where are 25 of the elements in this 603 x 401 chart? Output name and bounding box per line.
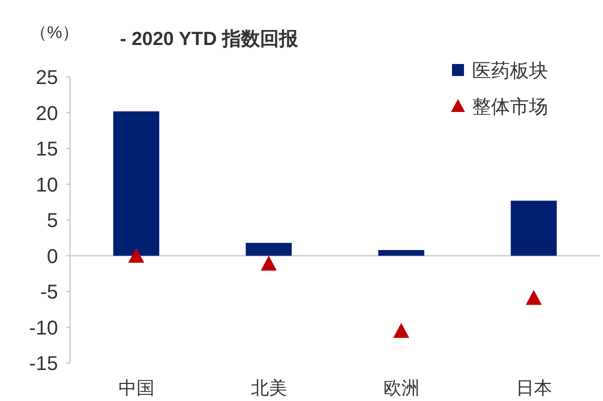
x-tick-label: 北美 (250, 378, 287, 398)
y-axis-title: （%） (30, 23, 80, 42)
legend-label: 整体市场 (472, 96, 548, 118)
y-tick-label: 5 (46, 210, 58, 232)
bar (378, 250, 424, 256)
point (260, 256, 277, 271)
y-tick-label: 10 (36, 174, 58, 196)
y-tick-label: -5 (40, 282, 58, 304)
chart-title: - 2020 YTD 指数回报 (120, 29, 300, 50)
y-tick-label: 0 (46, 246, 58, 268)
x-tick-label: 日本 (516, 378, 552, 398)
y-tick-label: 15 (36, 138, 58, 160)
y-tick-label: -15 (29, 353, 58, 375)
y-tick-label: -10 (29, 317, 58, 340)
legend-label: 医药板块 (472, 61, 548, 82)
bar (113, 111, 160, 256)
point (393, 322, 410, 338)
x-tick-label: 欧洲 (383, 378, 420, 398)
bar (510, 200, 557, 256)
x-tick-label: 中国 (118, 378, 154, 398)
y-tick-label: 25 (36, 67, 58, 89)
point (128, 248, 144, 263)
bar (246, 242, 292, 256)
point (526, 290, 542, 305)
y-tick-label: 20 (36, 102, 58, 125)
